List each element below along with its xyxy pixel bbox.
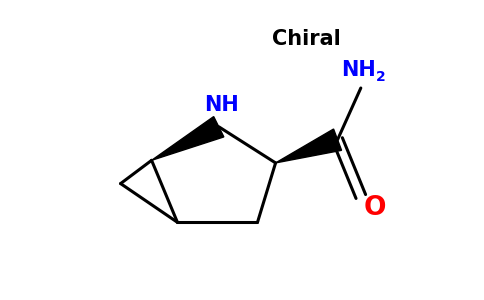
- Text: O: O: [364, 195, 387, 221]
- Polygon shape: [275, 129, 342, 163]
- Polygon shape: [151, 117, 224, 160]
- Text: NH: NH: [341, 60, 376, 80]
- Text: Chiral: Chiral: [272, 29, 341, 49]
- Text: 2: 2: [376, 70, 385, 84]
- Text: NH: NH: [204, 95, 239, 115]
